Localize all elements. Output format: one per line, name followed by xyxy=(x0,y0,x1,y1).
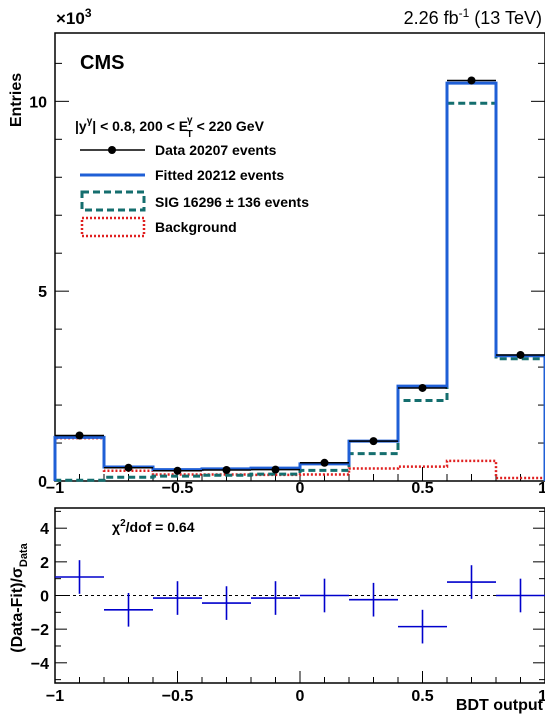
legend: Data 20207 events Fitted 20212 events SI… xyxy=(80,142,309,238)
data-point xyxy=(75,431,84,440)
legend-fitted-label: Fitted 20212 events xyxy=(155,167,284,183)
legend-background-label: Background xyxy=(155,219,237,235)
ratio-panel: −4 −2 0 2 4 −1 −0.5 0 0.5 1 χ2/dof = 0.64 (Data-F… xyxy=(9,507,545,714)
legend-entry-background: Background xyxy=(80,216,237,238)
main-x-tick-label: −1 xyxy=(46,480,64,497)
legend-signal-label: SIG 16296 ± 136 events xyxy=(155,194,309,210)
x-axis-label: BDT output xyxy=(456,697,544,714)
ratio-x-tick-label: 0 xyxy=(296,688,305,705)
main-x-tick-label: 0 xyxy=(296,480,305,497)
series-2-step xyxy=(53,101,545,482)
data-point xyxy=(320,458,329,467)
ratio-y-tick-label: 4 xyxy=(40,521,49,538)
legend-entry-fitted: Fitted 20212 events xyxy=(80,167,284,183)
experiment-label: CMS xyxy=(80,52,124,74)
data-point xyxy=(467,76,476,85)
ratio-x-tick-label: 0.5 xyxy=(411,688,433,705)
chi2-annotation: χ2/dof = 0.64 xyxy=(112,518,195,535)
data-point xyxy=(418,383,427,392)
legend-signal-box xyxy=(80,190,146,212)
data-point xyxy=(222,465,231,474)
legend-data-marker xyxy=(108,146,116,154)
data-point xyxy=(271,465,280,474)
ratio-y-tick-label: −2 xyxy=(31,622,49,639)
ratio-x-tick-label: −1 xyxy=(46,688,64,705)
main-y-tick-label: 10 xyxy=(29,94,47,111)
data-point xyxy=(173,466,182,475)
data-point xyxy=(124,463,133,472)
ratio-y-tick-label: 2 xyxy=(40,555,49,572)
ratio-y-tick-label: 0 xyxy=(40,589,49,606)
main-y-tick-label: 5 xyxy=(38,284,47,301)
main-x-tick-label: −0.5 xyxy=(162,480,194,497)
data-point xyxy=(516,350,525,359)
legend-entry-data: Data 20207 events xyxy=(80,142,277,158)
ratio-x-tick-label: −0.5 xyxy=(162,688,194,705)
series-3-step xyxy=(53,436,545,481)
main-x-tick-label: 1 xyxy=(538,480,545,497)
ratio-x-tick-label: 1 xyxy=(538,688,545,705)
main-x-tick-label: 0.5 xyxy=(411,480,433,497)
ratio-y-tick-label: −4 xyxy=(31,656,49,673)
selection-label: |yγ| < 0.8, 200 < Eγ T < 220 GeV xyxy=(75,115,265,140)
ratio-y-axis-label: (Data-Fit)/σData xyxy=(9,542,30,652)
legend-data-label: Data 20207 events xyxy=(155,142,277,158)
main-y-tick-label: 0 xyxy=(38,474,47,491)
y-axis-label: Entries xyxy=(8,73,25,127)
data-point xyxy=(369,437,378,446)
y-multiplier-label: ×103 xyxy=(56,6,92,28)
legend-entry-signal: SIG 16296 ± 136 events xyxy=(80,190,309,212)
luminosity-label: 2.26 fb-1 (13 TeV) xyxy=(404,6,542,28)
